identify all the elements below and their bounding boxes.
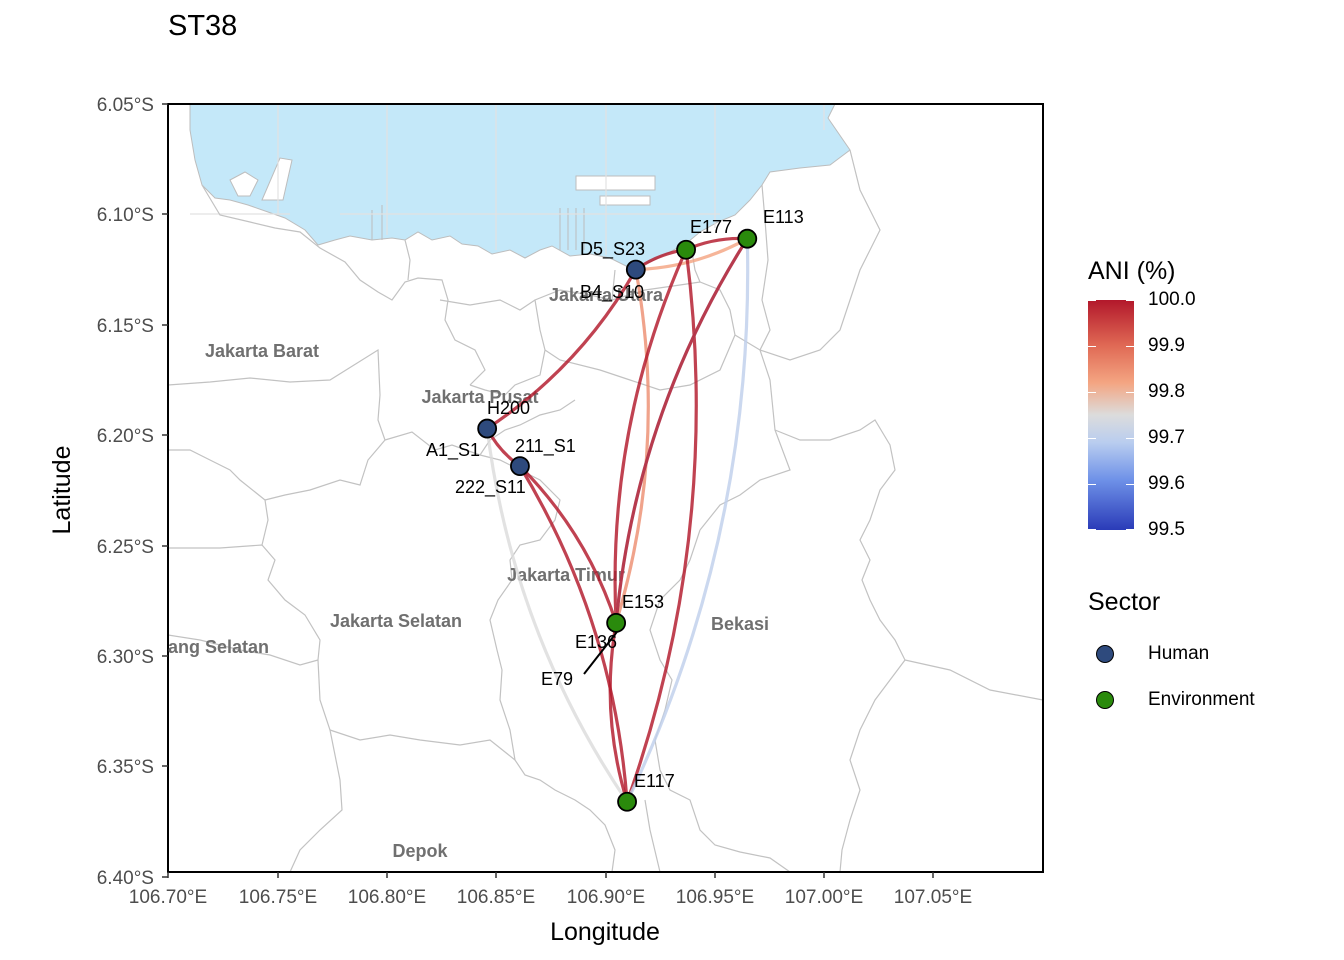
colorbar-tick (1088, 300, 1096, 301)
environment-point-key (1096, 691, 1114, 709)
colorbar-tick (1088, 346, 1096, 347)
colorbar-tick (1126, 529, 1134, 530)
colorbar-tick (1088, 484, 1096, 485)
sample-point-environment (737, 228, 758, 249)
colorbar-tick (1088, 438, 1096, 439)
x-tick-label: 107.00°E (785, 887, 863, 908)
x-tick-label: 107.05°E (894, 887, 972, 908)
ani-links (485, 236, 750, 803)
region-label: Depok (392, 841, 448, 861)
ani-link-e113-e153 (614, 237, 749, 624)
x-axis: 106.70°E 106.75°E 106.80°E 106.85°E 106.… (129, 872, 972, 908)
colorbar-tick-label: 99.7 (1148, 427, 1185, 448)
ani-link-h200-d5_s23 (486, 268, 638, 430)
node-label: H200 (487, 398, 530, 418)
ani-link-d5_s23-e113 (635, 237, 749, 272)
colorbar-tick (1126, 346, 1134, 347)
region-label: ang Selatan (168, 637, 269, 657)
colorbar-tick (1126, 438, 1134, 439)
y-axis-title: Latitude (48, 446, 76, 535)
port-pier (599, 195, 651, 206)
legend-item-environment: Environment (1096, 685, 1255, 715)
legend-item-human: Human (1096, 639, 1209, 669)
ani-link-211_s1-e117 (518, 465, 629, 802)
ani-link-e113-e117 (625, 238, 750, 803)
y-tick-label: 6.40°S (97, 868, 154, 889)
node-labels: D5_S23 B4_S10 H200 A1_S1 211_S1 222_S11 … (426, 207, 804, 791)
colorbar-tick (1126, 392, 1134, 393)
x-tick-label: 106.75°E (239, 887, 317, 908)
x-axis-title: Longitude (550, 918, 660, 946)
node-label: 222_S11 (455, 477, 526, 498)
port-basin (575, 175, 656, 191)
ani-link-211_s1-e153 (518, 464, 618, 624)
colorbar-tick-label: 100.0 (1148, 289, 1196, 310)
sample-point-human (625, 259, 646, 280)
colorbar-tick-label: 99.9 (1148, 335, 1185, 356)
node-label: E136 (575, 632, 617, 652)
y-tick-label: 6.25°S (97, 537, 154, 558)
node-label: D5_S23 (580, 239, 645, 260)
legend: ANI (%) 100.0 99.9 99.8 99.7 99.6 99.5 S… (1088, 255, 1328, 725)
y-tick-label: 6.20°S (97, 426, 154, 447)
node-label: E79 (541, 669, 573, 689)
reclaimed-island (229, 171, 259, 197)
y-tick-label: 6.10°S (97, 205, 154, 226)
legend-item-label: Human (1148, 643, 1210, 664)
region-label: Jakarta Utara (549, 285, 664, 305)
region-label: Jakarta Pusat (421, 387, 538, 407)
colorbar-tick-label: 99.8 (1148, 381, 1185, 402)
legend-item-label: Environment (1148, 689, 1255, 710)
node-label: E177 (690, 217, 732, 237)
ani-link-h200-e117 (485, 428, 629, 803)
sample-point-human (477, 418, 498, 439)
plot-title: ST38 (168, 10, 238, 42)
node-label: B4_S10 (580, 282, 644, 303)
region-label: Jakarta Selatan (330, 611, 462, 631)
reclaimed-island (261, 157, 293, 201)
y-tick-label: 6.30°S (97, 647, 154, 668)
y-axis: 6.05°S 6.10°S 6.15°S 6.20°S 6.25°S 6.30°… (97, 95, 168, 889)
human-point-key (1096, 645, 1114, 663)
ani-colorbar (1088, 300, 1134, 530)
x-tick-label: 106.85°E (457, 887, 535, 908)
region-label: Jakarta Timur (507, 565, 625, 585)
colorbar-tick-label: 99.5 (1148, 519, 1185, 540)
sample-point-environment (606, 612, 627, 633)
region-label: Bekasi (711, 614, 769, 634)
colorbar-tick (1088, 392, 1096, 393)
y-tick-label: 6.35°S (97, 757, 154, 778)
node-label: E113 (763, 207, 804, 227)
ani-link-e177-e153 (613, 249, 688, 623)
sample-point-human (510, 456, 530, 477)
colorbar-tick-label: 99.6 (1148, 473, 1185, 494)
y-tick-label: 6.15°S (97, 316, 154, 337)
sample-point-environment (676, 239, 696, 260)
node-label: E117 (634, 771, 675, 791)
region-label: Jakarta Barat (205, 341, 319, 361)
label-leader-line (583, 627, 621, 675)
port-pier (371, 205, 585, 250)
node-label: A1_S1 (426, 440, 480, 461)
x-tick-label: 106.90°E (567, 887, 645, 908)
x-tick-label: 106.80°E (348, 887, 426, 908)
sector-legend-title: Sector (1088, 588, 1161, 616)
sample-points (477, 228, 758, 812)
colorbar-tick (1088, 529, 1096, 530)
x-tick-label: 106.95°E (676, 887, 754, 908)
y-tick-label: 6.05°S (97, 95, 154, 116)
ani-link-e177-e117 (625, 249, 698, 803)
ani-link-d5_s23-e153 (614, 269, 650, 624)
node-label: E153 (622, 592, 664, 612)
graticule (190, 104, 825, 255)
ani-link-e153-e117 (608, 622, 629, 803)
node-label: 211_S1 (515, 436, 576, 457)
colorbar-tick (1126, 300, 1134, 301)
x-tick-label: 106.70°E (129, 887, 207, 908)
ani-legend-title: ANI (%) (1088, 257, 1176, 285)
colorbar-tick (1126, 484, 1134, 485)
sample-point-environment (617, 791, 637, 812)
